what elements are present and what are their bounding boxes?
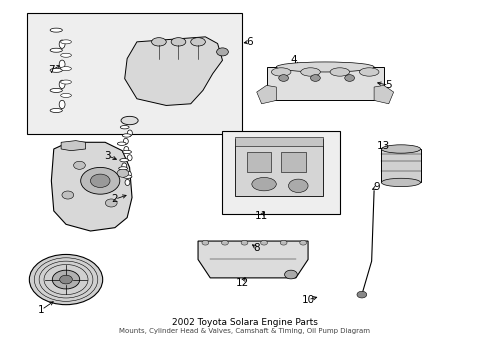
Ellipse shape [61,80,71,84]
Ellipse shape [151,38,166,46]
Polygon shape [124,37,222,105]
Text: 9: 9 [372,183,379,193]
Circle shape [90,174,110,188]
Circle shape [216,48,228,56]
Ellipse shape [251,177,276,191]
Text: 3: 3 [104,151,111,161]
Ellipse shape [61,67,71,71]
Circle shape [62,191,74,199]
Circle shape [81,167,120,194]
Ellipse shape [50,28,62,32]
Circle shape [299,240,306,245]
Ellipse shape [50,89,62,93]
Ellipse shape [190,38,205,46]
Circle shape [221,240,228,245]
Ellipse shape [50,68,62,72]
Polygon shape [51,142,132,231]
Ellipse shape [381,145,420,153]
Ellipse shape [125,179,130,185]
Circle shape [117,169,128,177]
Circle shape [105,199,117,207]
Ellipse shape [381,178,420,186]
Bar [381,149,420,183]
Ellipse shape [359,68,378,76]
Bar [234,137,322,146]
Ellipse shape [50,108,62,112]
Ellipse shape [300,68,320,76]
Text: 1: 1 [38,305,45,315]
Circle shape [29,255,102,305]
Ellipse shape [50,48,62,52]
Ellipse shape [121,116,138,125]
Text: 2: 2 [111,194,118,204]
Ellipse shape [120,158,128,162]
Ellipse shape [122,150,131,154]
Bar [222,131,339,214]
Ellipse shape [123,147,128,153]
Circle shape [356,291,366,298]
Ellipse shape [271,68,290,76]
Ellipse shape [123,175,132,178]
Text: 11: 11 [254,211,268,221]
Circle shape [278,75,288,81]
Circle shape [344,75,354,81]
Bar [234,139,322,196]
Bar [246,152,271,172]
Circle shape [284,270,297,279]
Ellipse shape [120,126,129,129]
Text: Mounts, Cylinder Head & Valves, Camshaft & Timing, Oil Pump Diagram: Mounts, Cylinder Head & Valves, Camshaft… [119,328,369,334]
Ellipse shape [119,167,127,170]
Circle shape [280,240,286,245]
Text: 6: 6 [245,37,252,47]
Ellipse shape [117,142,126,145]
Circle shape [60,275,72,284]
Bar [27,13,242,134]
Ellipse shape [59,80,65,89]
Polygon shape [198,241,307,278]
Ellipse shape [127,130,132,136]
Ellipse shape [59,40,65,48]
Ellipse shape [329,68,349,76]
Circle shape [202,240,208,245]
Circle shape [74,161,85,169]
Ellipse shape [126,171,131,177]
Ellipse shape [171,38,185,46]
Ellipse shape [123,138,128,144]
Ellipse shape [127,155,132,161]
Text: 12: 12 [235,278,248,288]
Polygon shape [256,85,276,104]
Ellipse shape [122,134,131,137]
Text: 13: 13 [376,141,390,150]
Text: 4: 4 [289,55,296,65]
Circle shape [310,75,320,81]
Text: 5: 5 [385,80,391,90]
Ellipse shape [61,93,71,98]
Ellipse shape [288,179,307,193]
Ellipse shape [276,62,373,72]
Ellipse shape [59,100,65,109]
Text: 2002 Toyota Solara Engine Parts: 2002 Toyota Solara Engine Parts [171,318,317,327]
Ellipse shape [61,53,71,57]
Text: 8: 8 [253,243,260,253]
Circle shape [52,270,80,289]
Circle shape [241,240,247,245]
Ellipse shape [59,60,65,68]
Text: 10: 10 [301,294,314,305]
Text: 7: 7 [48,65,55,75]
Polygon shape [61,141,85,150]
Polygon shape [373,85,393,104]
Ellipse shape [61,40,71,44]
Bar [266,67,383,100]
Circle shape [260,240,267,245]
Ellipse shape [122,163,126,169]
Bar [281,152,305,172]
